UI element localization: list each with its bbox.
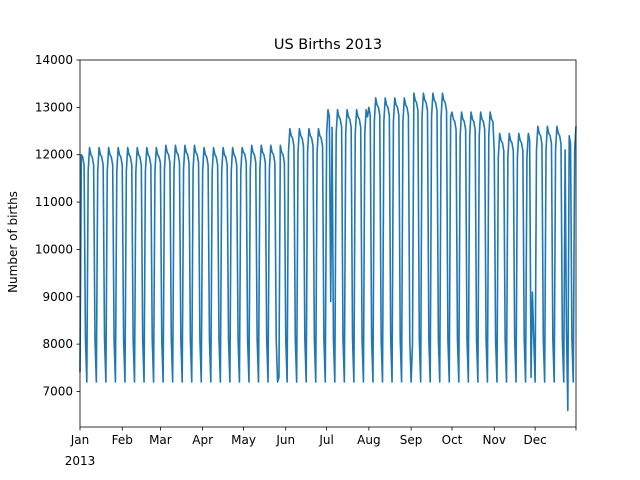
tick-layer: 7000 8000 9000 10000 11000 12000 13000 14000 Jan… <box>35 53 577 447</box>
x-tick-label: Oct <box>442 433 463 447</box>
x-tick-label: Mar <box>149 433 172 447</box>
chart-title: US Births 2013 <box>274 37 382 53</box>
y-tick-label: 7000 <box>42 384 73 398</box>
x-tick-label: Sep <box>400 433 423 447</box>
x-tick-label: Feb <box>112 433 133 447</box>
y-tick-label: 8000 <box>42 337 73 351</box>
y-tick-label: 14000 <box>35 53 73 67</box>
axes-frame <box>79 59 577 428</box>
y-axis-label: Number of births <box>6 191 20 293</box>
x-tick-label: Aug <box>357 433 380 447</box>
axes-frame-rect <box>79 59 577 428</box>
y-tick-label: 13000 <box>35 100 73 114</box>
y-tick-label: 10000 <box>35 242 73 256</box>
x-tick-label: Dec <box>524 433 547 447</box>
y-tick-label: 9000 <box>42 290 73 304</box>
y-tick-label: 12000 <box>35 148 73 162</box>
x-tick-label: Apr <box>192 433 213 447</box>
x-tick-label: Jan <box>70 433 90 447</box>
x-tick-label: Nov <box>483 433 506 447</box>
x-axis-year-label: 2013 <box>65 454 96 468</box>
x-tick-label: May <box>231 433 256 447</box>
x-tick-label: Jun <box>275 433 295 447</box>
y-tick-label: 11000 <box>35 195 73 209</box>
plot-area <box>79 92 577 412</box>
births-line <box>79 92 577 412</box>
x-tick-label: Jul <box>318 433 333 447</box>
